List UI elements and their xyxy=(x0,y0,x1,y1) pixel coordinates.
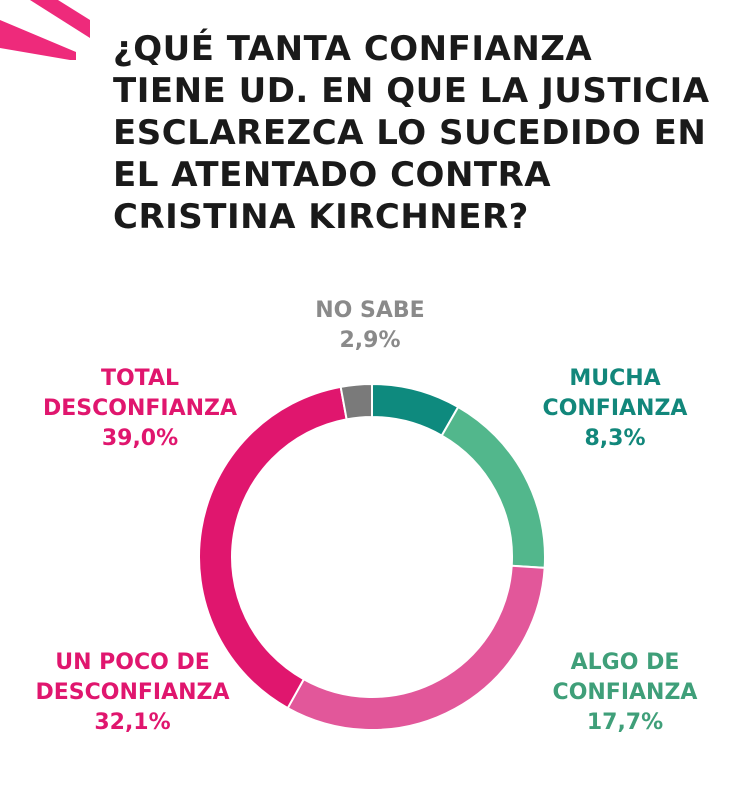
slice-label-text: MUCHA xyxy=(569,366,661,391)
slice-label-text: NO SABE xyxy=(315,298,425,323)
slice-label-mucha-confianza: MUCHA CONFIANZA 8,3% xyxy=(525,364,705,454)
chart-title-line: ESCLAREZCA LO SUCEDIDO EN xyxy=(113,113,707,153)
slice-value-label: 32,1% xyxy=(94,710,171,735)
chart-title: ¿QUÉ TANTA CONFIANZA TIENE UD. EN QUE LA… xyxy=(113,28,713,238)
slice-label-text: DESCONFIANZA xyxy=(42,396,238,421)
slice-value-label: 2,9% xyxy=(339,328,401,353)
slice-label-no-sabe: NO SABE 2,9% xyxy=(290,296,450,356)
slice-label-total-desconfianza: TOTAL DESCONFIANZA 39,0% xyxy=(15,364,265,454)
slice-label-un-poco-de-desconfianza: UN POCO DE DESCONFIANZA 32,1% xyxy=(5,648,260,738)
slice-label-text: CONFIANZA xyxy=(542,396,688,421)
slice-label-text: CONFIANZA xyxy=(552,680,698,705)
slice-label-text: TOTAL xyxy=(100,366,180,391)
chart-title-line: CRISTINA KIRCHNER? xyxy=(113,197,529,237)
slice-label-text: ALGO DE xyxy=(570,650,680,675)
corner-accent-stripes xyxy=(0,0,90,60)
slice-label-text: DESCONFIANZA xyxy=(35,680,230,705)
chart-title-line: TIENE UD. EN QUE LA JUSTICIA xyxy=(113,71,710,111)
donut-slice-poco xyxy=(286,564,546,731)
chart-title-line: EL ATENTADO CONTRA xyxy=(113,155,552,195)
donut-slice-nosabe xyxy=(339,382,373,421)
slice-value-label: 8,3% xyxy=(584,426,646,451)
chart-title-line: ¿QUÉ TANTA CONFIANZA xyxy=(113,29,593,69)
slice-value-label: 39,0% xyxy=(101,426,179,451)
slice-label-algo-de-confianza: ALGO DE CONFIANZA 17,7% xyxy=(525,648,725,738)
slice-label-text: UN POCO DE xyxy=(55,650,210,675)
slice-value-label: 17,7% xyxy=(586,710,664,735)
